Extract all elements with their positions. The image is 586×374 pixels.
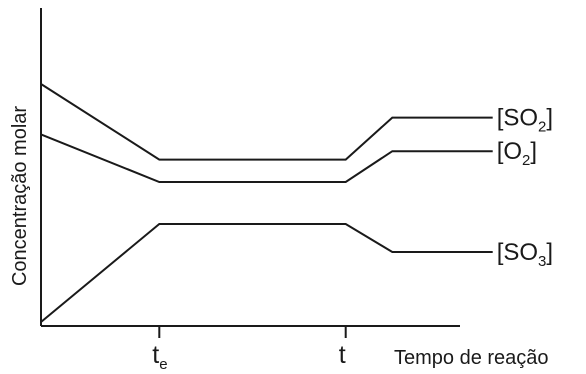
series-layer xyxy=(40,83,493,323)
series-line-so3 xyxy=(40,223,493,323)
y-axis-label: Concentração molar xyxy=(9,106,31,286)
x-tick-label-t: t xyxy=(339,341,346,369)
x-axis-label: Tempo de reação xyxy=(394,347,549,369)
series-line-o2 xyxy=(40,133,493,183)
series-label-o2: [O2] xyxy=(497,138,537,169)
series-label-layer: [SO2][O2] [SO3] xyxy=(497,105,553,270)
tick-layer: te t xyxy=(152,326,347,373)
series-line-so2 xyxy=(40,83,493,161)
x-tick-label-te: te xyxy=(152,341,167,373)
series-label-so2: [SO2] xyxy=(497,105,553,136)
series-label-so3: [SO3] xyxy=(497,239,553,270)
